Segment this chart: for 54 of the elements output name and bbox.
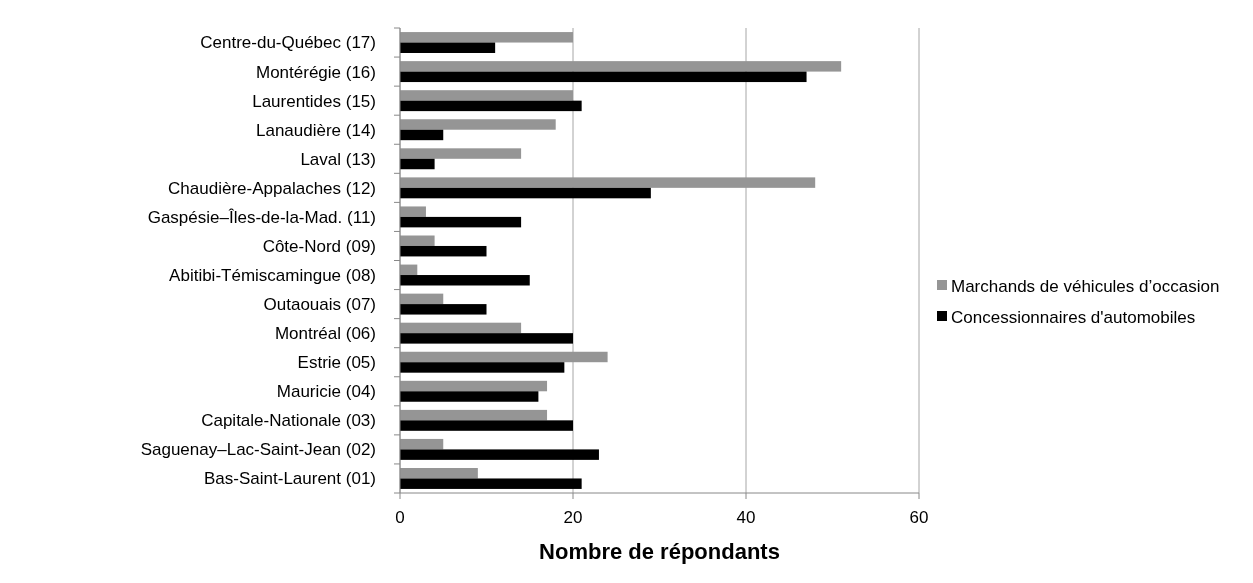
bar (400, 468, 478, 479)
y-tick-label: Côte-Nord (09) (262, 236, 376, 256)
y-tick-label: Centre-du-Québec (17) (200, 33, 376, 53)
bar (400, 409, 548, 421)
y-tick-label: Abitibi-Témiscamingue (08) (169, 265, 376, 285)
legend-label: Marchands de véhicules d’occasion (951, 276, 1220, 296)
bar (400, 129, 444, 141)
y-tick-label: Mauricie (04) (276, 382, 376, 402)
bar (400, 42, 496, 53)
bar (400, 420, 573, 431)
bar (400, 333, 573, 344)
bar (400, 119, 556, 130)
y-tick-label: Laurentides (15) (252, 91, 376, 111)
x-tick-label: 0 (395, 508, 405, 527)
x-axis-title: Nombre de répondants (539, 539, 780, 564)
bar (400, 293, 444, 305)
bar (400, 449, 599, 460)
y-tick-label: Montérégie (16) (255, 62, 376, 82)
legend-label: Concessionnaires d'automobiles (951, 307, 1196, 327)
x-tick-label: 60 (909, 508, 929, 527)
bar (400, 177, 816, 188)
bar (400, 32, 573, 43)
bar (400, 438, 444, 450)
y-tick-label: Lanaudière (14) (255, 120, 376, 140)
bar (400, 245, 487, 257)
y-tick-label: Capitale-Nationale (03) (201, 411, 376, 431)
bar (400, 61, 842, 72)
y-tick-label: Bas-Saint-Laurent (01) (204, 469, 376, 489)
x-tick-label: 40 (736, 508, 756, 527)
y-tick-label: Montréal (06) (274, 324, 376, 344)
y-tick-label: Gaspésie–Îles-de-la-Mad. (11) (147, 207, 376, 227)
bar (400, 351, 608, 363)
bar (400, 322, 522, 334)
x-tick-label: 20 (563, 508, 583, 527)
bar (400, 391, 539, 402)
bar (400, 71, 807, 83)
bar (400, 478, 582, 489)
bar (400, 380, 548, 392)
bar (400, 304, 487, 315)
y-tick-label: Outaouais (07) (263, 295, 376, 315)
bar (400, 158, 435, 170)
y-tick-label: Saguenay–Lac-Saint-Jean (02) (140, 440, 376, 460)
bar (400, 206, 426, 217)
bar (400, 90, 573, 101)
y-tick-label: Estrie (05) (297, 353, 376, 373)
bar (400, 275, 530, 286)
bar (400, 216, 522, 228)
bar (400, 362, 565, 373)
bar (400, 235, 435, 246)
y-tick-label: Chaudière-Appalaches (12) (168, 178, 376, 198)
y-tick-label: Laval (13) (300, 149, 376, 169)
bar (400, 187, 651, 199)
bar (400, 148, 522, 159)
bar (400, 100, 582, 112)
